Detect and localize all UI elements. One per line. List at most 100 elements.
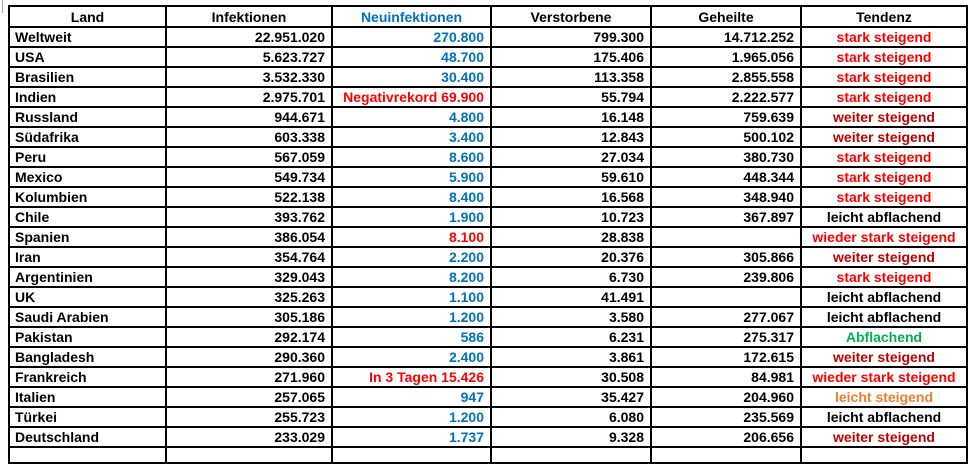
cell-land[interactable]: Bangladesh (8, 346, 167, 368)
cell-verstorbene[interactable]: 27.034 (490, 146, 652, 168)
cell-verstorbene[interactable]: 20.376 (490, 246, 652, 268)
cell-geheilte[interactable]: 84.981 (650, 366, 802, 388)
cell-geheilte[interactable]: 235.569 (650, 406, 802, 428)
cell-verstorbene[interactable]: 113.358 (490, 66, 652, 88)
cell-land[interactable]: Brasilien (8, 66, 167, 88)
cell-neuinfektionen[interactable]: 586 (331, 326, 492, 348)
cell-neuinfektionen[interactable]: 1.737 (331, 426, 492, 448)
cell-neuinfektionen[interactable]: 5.900 (331, 166, 492, 188)
cell-infektionen[interactable]: 944.671 (165, 106, 333, 128)
cell-neuinfektionen[interactable]: Negativrekord 69.900 (331, 86, 492, 108)
cell-verstorbene[interactable]: 10.723 (490, 206, 652, 228)
cell-geheilte[interactable]: 759.639 (650, 106, 802, 128)
cell-infektionen[interactable]: 329.043 (165, 266, 333, 288)
cell-verstorbene[interactable]: 12.843 (490, 126, 652, 148)
cell-verstorbene[interactable]: 9.328 (490, 426, 652, 448)
cell-neuinfektionen[interactable]: 1.200 (331, 306, 492, 328)
cell-neuinfektionen[interactable]: 8.200 (331, 266, 492, 288)
cell-infektionen[interactable]: 305.186 (165, 306, 333, 328)
cell-land[interactable]: Türkei (8, 406, 167, 428)
cell-neuinfektionen[interactable]: 30.400 (331, 66, 492, 88)
cell-geheilte[interactable]: 206.656 (650, 426, 802, 448)
cell-infektionen[interactable]: 325.263 (165, 286, 333, 308)
cell-land[interactable]: UK (8, 286, 167, 308)
cell-tendenz[interactable]: leicht abflachend (800, 206, 968, 228)
cell-infektionen[interactable]: 603.338 (165, 126, 333, 148)
cell-tendenz[interactable]: weiter steigend (800, 346, 968, 368)
cell-tendenz[interactable]: stark steigend (800, 66, 968, 88)
cell-land[interactable]: Russland (8, 106, 167, 128)
cell-land[interactable]: Mexico (8, 166, 167, 188)
cell-land[interactable]: Italien (8, 386, 167, 408)
cell-verstorbene[interactable]: 55.794 (490, 86, 652, 108)
cell-land[interactable]: Chile (8, 206, 167, 228)
cell-tendenz[interactable]: weiter steigend (800, 426, 968, 448)
cell-infektionen[interactable]: 549.734 (165, 166, 333, 188)
cell-tendenz[interactable]: stark steigend (800, 46, 968, 68)
cell-land[interactable]: Iran (8, 246, 167, 268)
empty-cell[interactable] (8, 446, 167, 463)
cell-infektionen[interactable]: 567.059 (165, 146, 333, 168)
cell-geheilte[interactable]: 14.712.252 (650, 26, 802, 48)
cell-geheilte[interactable]: 204.960 (650, 386, 802, 408)
cell-land[interactable]: Argentinien (8, 266, 167, 288)
cell-land[interactable]: Saudi Arabien (8, 306, 167, 328)
cell-geheilte[interactable]: 305.866 (650, 246, 802, 268)
cell-infektionen[interactable]: 2.975.701 (165, 86, 333, 108)
header-land[interactable]: Land (8, 5, 167, 28)
cell-tendenz[interactable]: stark steigend (800, 166, 968, 188)
cell-infektionen[interactable]: 386.054 (165, 226, 333, 248)
cell-geheilte[interactable]: 172.615 (650, 346, 802, 368)
cell-geheilte[interactable] (650, 286, 802, 308)
cell-infektionen[interactable]: 292.174 (165, 326, 333, 348)
cell-tendenz[interactable]: leicht steigend (800, 386, 968, 408)
cell-verstorbene[interactable]: 59.610 (490, 166, 652, 188)
empty-cell[interactable] (800, 446, 968, 463)
cell-verstorbene[interactable]: 30.508 (490, 366, 652, 388)
cell-neuinfektionen[interactable]: 1.900 (331, 206, 492, 228)
cell-geheilte[interactable]: 380.730 (650, 146, 802, 168)
cell-neuinfektionen[interactable]: 270.800 (331, 26, 492, 48)
empty-cell[interactable] (331, 446, 492, 463)
header-verstorbene[interactable]: Verstorbene (490, 5, 652, 28)
cell-tendenz[interactable]: wieder stark steigend (800, 226, 968, 248)
cell-geheilte[interactable]: 277.067 (650, 306, 802, 328)
cell-verstorbene[interactable]: 35.427 (490, 386, 652, 408)
cell-tendenz[interactable]: stark steigend (800, 86, 968, 108)
cell-tendenz[interactable]: stark steigend (800, 266, 968, 288)
cell-geheilte[interactable]: 367.897 (650, 206, 802, 228)
cell-land[interactable]: Südafrika (8, 126, 167, 148)
cell-neuinfektionen[interactable]: 8.400 (331, 186, 492, 208)
header-tendenz[interactable]: Tendenz (800, 5, 968, 28)
header-geheilte[interactable]: Geheilte (650, 5, 802, 28)
cell-tendenz[interactable]: stark steigend (800, 146, 968, 168)
cell-geheilte[interactable]: 2.222.577 (650, 86, 802, 108)
cell-land[interactable]: Peru (8, 146, 167, 168)
cell-infektionen[interactable]: 393.762 (165, 206, 333, 228)
header-infektionen[interactable]: Infektionen (165, 5, 333, 28)
cell-neuinfektionen[interactable]: 2.200 (331, 246, 492, 268)
cell-verstorbene[interactable]: 41.491 (490, 286, 652, 308)
cell-infektionen[interactable]: 522.138 (165, 186, 333, 208)
cell-verstorbene[interactable]: 6.080 (490, 406, 652, 428)
cell-land[interactable]: Frankreich (8, 366, 167, 388)
empty-cell[interactable] (650, 446, 802, 463)
cell-verstorbene[interactable]: 28.838 (490, 226, 652, 248)
cell-tendenz[interactable]: stark steigend (800, 186, 968, 208)
cell-infektionen[interactable]: 233.029 (165, 426, 333, 448)
cell-geheilte[interactable]: 348.940 (650, 186, 802, 208)
cell-verstorbene[interactable]: 6.231 (490, 326, 652, 348)
cell-verstorbene[interactable]: 16.568 (490, 186, 652, 208)
cell-tendenz[interactable]: leicht abflachend (800, 286, 968, 308)
cell-infektionen[interactable]: 22.951.020 (165, 26, 333, 48)
cell-neuinfektionen[interactable]: In 3 Tagen 15.426 (331, 366, 492, 388)
cell-land[interactable]: Spanien (8, 226, 167, 248)
cell-land[interactable]: Kolumbien (8, 186, 167, 208)
cell-neuinfektionen[interactable]: 1.200 (331, 406, 492, 428)
cell-verstorbene[interactable]: 3.861 (490, 346, 652, 368)
cell-infektionen[interactable]: 3.532.330 (165, 66, 333, 88)
cell-verstorbene[interactable]: 16.148 (490, 106, 652, 128)
cell-infektionen[interactable]: 290.360 (165, 346, 333, 368)
cell-geheilte[interactable]: 239.806 (650, 266, 802, 288)
cell-neuinfektionen[interactable]: 4.800 (331, 106, 492, 128)
